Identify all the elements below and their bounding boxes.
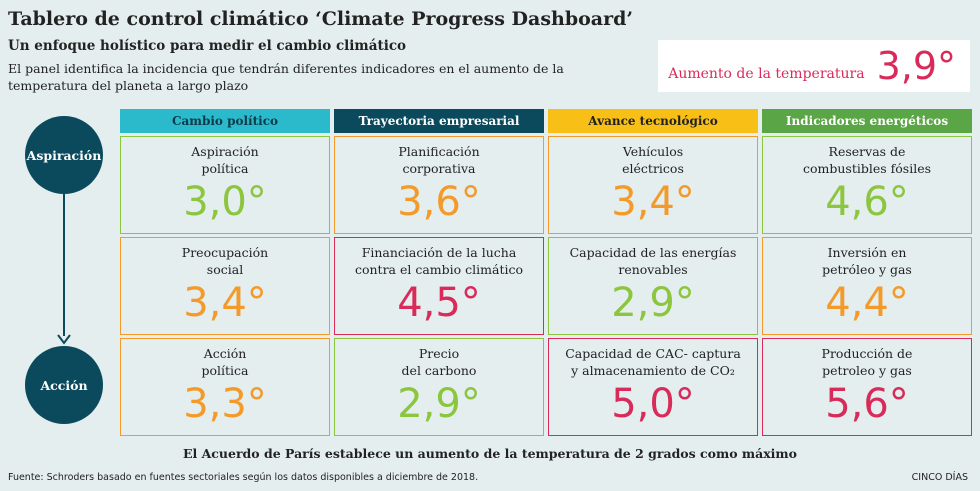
page-title: Tablero de control climático ‘Climate Pr…: [8, 8, 634, 30]
indicator-value: 4,6°: [825, 179, 909, 225]
indicator-label: Producción de petroleo y gas: [821, 346, 913, 378]
indicator-cell: Financiación de la lucha contra el cambi…: [334, 237, 544, 335]
indicator-cell: Inversión en petróleo y gas 4,4°: [762, 237, 972, 335]
indicator-value: 5,0°: [611, 381, 695, 427]
temperature-label: Aumento de la temperatura: [668, 66, 865, 82]
indicator-value: 3,3°: [183, 381, 267, 427]
page-subtitle: Un enfoque holístico para medir el cambi…: [8, 38, 407, 54]
action-label: Acción: [40, 377, 88, 393]
indicator-value: 4,4°: [825, 280, 909, 326]
column-header: Cambio político: [120, 109, 330, 133]
indicator-cell: Aspiración política 3,0°: [120, 136, 330, 234]
brand-logo: CINCO DÍAS: [911, 472, 968, 483]
arrow-down-icon: [57, 334, 71, 345]
indicator-label: Capacidad de CAC- captura y almacenamien…: [565, 346, 741, 378]
column-header: Indicadores energéticos: [762, 109, 972, 133]
indicator-value: 4,5°: [397, 280, 481, 326]
temperature-box: Aumento de la temperatura 3,9°: [658, 40, 970, 92]
indicator-cell: Reservas de combustibles fósiles 4,6°: [762, 136, 972, 234]
indicator-cell: Vehículos eléctricos 3,4°: [548, 136, 758, 234]
indicator-value: 5,6°: [825, 381, 909, 427]
paris-agreement-note: El Acuerdo de París establece un aumento…: [182, 446, 797, 461]
temperature-value: 3,9°: [876, 44, 956, 88]
progress-line: [63, 194, 65, 336]
indicator-label: Aspiración política: [191, 144, 259, 176]
column-header: Trayectoria empresarial: [334, 109, 544, 133]
indicator-value: 3,4°: [183, 280, 267, 326]
indicator-cell: Capacidad de CAC- captura y almacenamien…: [548, 338, 758, 436]
column-header: Avance tecnológico: [548, 109, 758, 133]
indicator-value: 3,6°: [397, 179, 481, 225]
action-circle: Acción: [25, 346, 103, 424]
indicator-cell: Precio del carbono 2,9°: [334, 338, 544, 436]
indicator-value: 3,4°: [611, 179, 695, 225]
indicator-value: 2,9°: [397, 381, 481, 427]
indicator-label: Vehículos eléctricos: [622, 144, 684, 176]
indicator-label: Planificación corporativa: [398, 144, 480, 176]
indicator-label: Reservas de combustibles fósiles: [802, 144, 932, 176]
indicator-label: Financiación de la lucha contra el cambi…: [354, 245, 524, 277]
indicator-label: Inversión en petróleo y gas: [822, 245, 912, 277]
indicator-cell: Acción política 3,3°: [120, 338, 330, 436]
indicator-value: 3,0°: [183, 179, 267, 225]
indicator-cell: Capacidad de las energías renovables 2,9°: [548, 237, 758, 335]
indicator-label: Preocupación social: [181, 245, 269, 277]
aspiration-label: Aspiración: [26, 147, 102, 163]
indicator-cell: Producción de petroleo y gas 5,6°: [762, 338, 972, 436]
page-description: El panel identifica la incidencia que te…: [8, 61, 564, 93]
indicator-label: Precio del carbono: [401, 346, 477, 378]
indicator-label: Acción política: [201, 346, 249, 378]
indicator-cell: Planificación corporativa 3,6°: [334, 136, 544, 234]
indicator-cell: Preocupación social 3,4°: [120, 237, 330, 335]
indicator-label: Capacidad de las energías renovables: [569, 245, 737, 277]
source-note: Fuente: Schroders basado en fuentes sect…: [8, 472, 479, 483]
indicator-value: 2,9°: [611, 280, 695, 326]
aspiration-circle: Aspiración: [25, 116, 103, 194]
